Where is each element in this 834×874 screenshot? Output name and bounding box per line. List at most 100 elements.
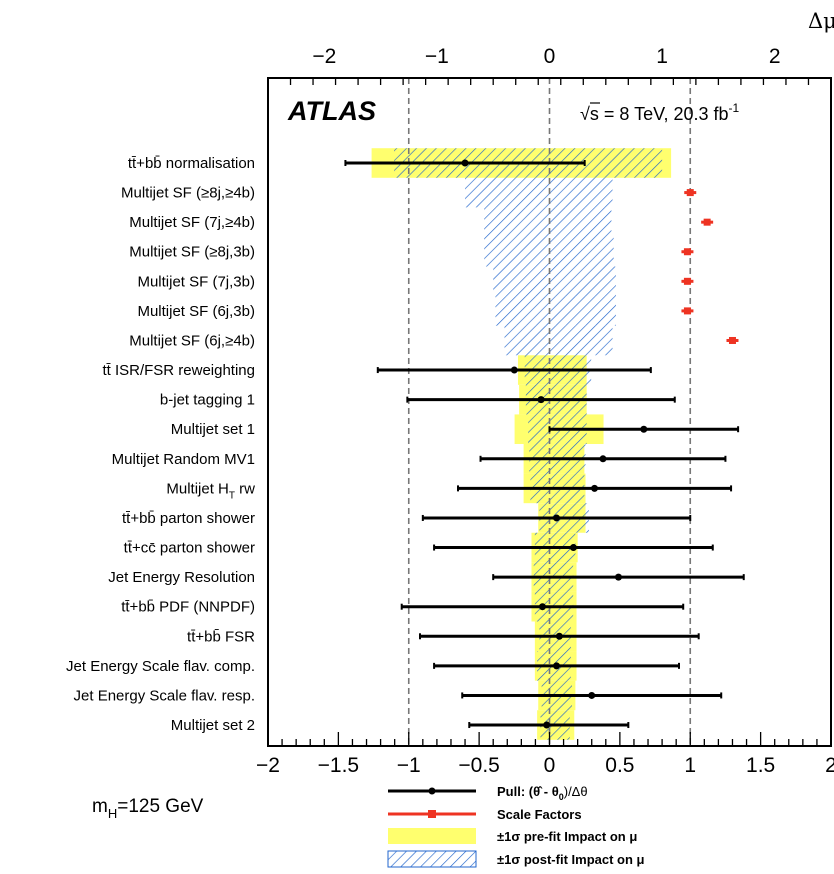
bottom-tick-label: −2 [256,754,280,777]
energy-label-text: √s = 8 TeV, 20.3 fb [580,104,729,124]
row-label: Multijet Random MV1 [112,451,255,468]
bottom-tick-label: 2 [825,754,834,777]
scale-factor-markers [681,189,739,344]
legend-prefit-entry: ±1σ pre-fit Impact on μ [388,828,637,844]
pull-point [553,514,561,522]
legend-pull-formula-sub: 0 [559,792,564,802]
row-label: tt̄+bb̄ FSR [187,628,255,645]
pull-markers [344,159,745,729]
scale-factor-point [686,189,694,197]
legend: Pull: (θ̂ - θ0)/Δθ Scale Factors ±1σ pre… [387,784,645,868]
row-label-sub: T [229,490,235,501]
row-label-main: tt̄ ISR/FSR reweighting [102,362,255,379]
bottom-tick-label: 0 [544,754,556,777]
pull-point [553,662,561,670]
row-label-main: tt̄+bb̄ PDF (NNPDF) [121,599,255,616]
bottom-axis: −2 −1.5 −1 −0.5 0 0.5 1 1.5 2 [256,732,834,777]
row-label: Multijet SF (6j,≥4b) [129,332,255,349]
row-label-main: Multijet set 2 [171,717,255,734]
row-label: tt̄+cc̄ parton shower [124,540,255,557]
pull-point [614,573,622,581]
legend-pull-formula: (θ̂ - θ [529,784,559,799]
row-label-main: Jet Energy Scale flav. comp. [66,658,255,675]
bottom-tick-label: 0.5 [605,754,634,777]
mass-label-rest: =125 GeV [117,796,203,817]
pull-point [510,366,518,374]
row-label: Multijet HT rw [166,480,255,501]
top-axis: −2 −1 0 1 2 [267,45,832,85]
postfit-band [465,177,613,208]
row-label-main: Multijet SF (≥8j,≥4b) [121,185,255,202]
bottom-tick-label: −1.5 [318,754,359,777]
svg-text:Pull: (θ̂ - θ0)/Δθ: Pull: (θ̂ - θ0)/Δθ [497,784,588,802]
row-label-rest: rw [235,480,255,497]
row-label: Multijet SF (7j,3b) [137,273,255,290]
bottom-tick-label: 1.5 [746,754,775,777]
scale-factor-point [683,277,691,285]
row-label: Multijet SF (≥8j,≥4b) [121,185,255,202]
pull-point [588,691,596,699]
top-tick-label: −1 [425,45,449,68]
row-label-main: Multijet SF (6j,≥4b) [129,332,255,349]
postfit-band [495,296,616,326]
atlas-label: ATLAS [287,96,376,126]
top-tick-label: −2 [312,45,336,68]
pull-point [555,632,563,640]
energy-label: √s = 8 TeV, 20.3 fb-1 [580,101,739,124]
pull-point [591,484,599,492]
row-label-main: Multijet SF (7j,3b) [137,273,255,290]
pull-point [569,544,577,552]
row-label: Jet Energy Resolution [108,569,255,586]
pull-point [538,603,546,611]
top-tick-label: 0 [544,45,556,68]
scale-factor-point [728,336,736,344]
row-label-main: Multijet SF (≥8j,3b) [129,244,255,261]
row-label-main: tt̄+bb̄ parton shower [122,510,255,527]
bottom-tick-label: −1 [397,754,421,777]
row-label: Multijet SF (7j,≥4b) [129,214,255,231]
row-label-main: Multijet SF (6j,3b) [137,303,255,320]
postfit-band [484,207,612,237]
pull-point [537,396,545,404]
legend-sf-entry: Scale Factors [388,807,582,822]
row-label: Multijet SF (6j,3b) [137,303,255,320]
row-label-main: tt̄+cc̄ parton shower [124,540,255,557]
row-label: tt̄+bb̄ normalisation [128,155,255,172]
pull-point [543,721,551,729]
row-label-main: Multijet H [166,480,229,497]
legend-sf-label: Scale Factors [497,807,582,822]
mass-label-sub: H [108,806,117,821]
legend-prefit-label: ±1σ pre-fit Impact on μ [497,829,637,844]
scale-factor-point [683,248,691,256]
row-label: Multijet SF (≥8j,3b) [129,244,255,261]
legend-pull-entry: Pull: (θ̂ - θ0)/Δθ [388,784,588,802]
top-tick-label: 1 [656,45,668,68]
energy-label-sup: -1 [729,101,740,115]
row-label: b-jet tagging 1 [160,392,255,409]
postfit-band [504,325,613,356]
row-label-main: Jet Energy Resolution [108,569,255,586]
row-label: tt̄+bb̄ PDF (NNPDF) [121,599,255,616]
row-label: Multijet set 1 [171,421,255,438]
legend-pull-formula-end: )/Δθ [564,784,588,799]
mass-label-main: m [92,796,108,817]
row-label-main: Jet Energy Scale flav. resp. [74,687,255,704]
top-axis-label: Δμ [808,9,834,33]
row-label-main: tt̄+bb̄ normalisation [128,155,255,172]
pull-point [640,425,648,433]
bottom-tick-label: −0.5 [458,754,499,777]
scale-factor-point [683,307,691,315]
row-label: tt̄+bb̄ parton shower [122,510,255,527]
row-label: Jet Energy Scale flav. comp. [66,658,255,675]
row-label-main: Multijet SF (7j,≥4b) [129,214,255,231]
postfit-band [493,266,616,297]
row-label-main: tt̄+bb̄ FSR [187,628,255,645]
scale-factor-point [703,218,711,226]
legend-pull-bold: Pull: [497,784,529,799]
top-tick-label: 2 [769,45,781,68]
mass-label: mH=125 GeV [92,796,204,821]
bottom-tick-label: 1 [684,754,696,777]
row-label-main: b-jet tagging 1 [160,392,255,409]
row-label-main: Multijet set 1 [171,421,255,438]
